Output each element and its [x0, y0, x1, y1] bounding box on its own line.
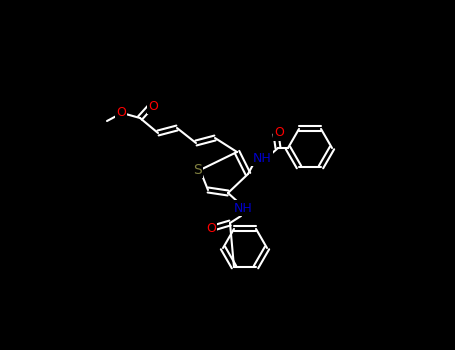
Text: O: O [274, 126, 284, 140]
Text: O: O [148, 99, 158, 112]
Text: O: O [116, 106, 126, 119]
Text: S: S [192, 163, 202, 177]
Text: NH: NH [253, 152, 271, 164]
Text: O: O [206, 223, 216, 236]
Text: NH: NH [233, 202, 253, 215]
